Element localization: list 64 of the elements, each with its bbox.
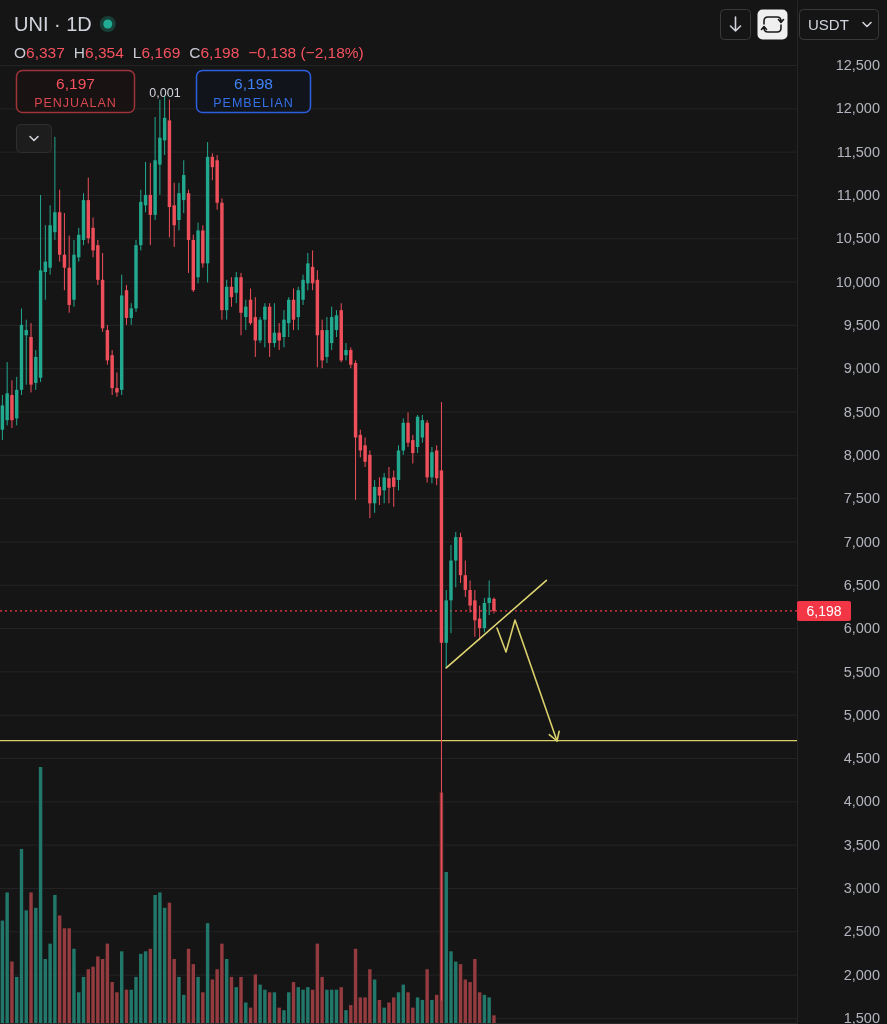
y-tick-label: 11,000 bbox=[836, 187, 880, 204]
y-tick-label: 12,500 bbox=[835, 57, 880, 74]
annotation: −0,138 (−2,18%) bbox=[248, 44, 364, 61]
bar bbox=[239, 976, 243, 1023]
bar bbox=[430, 999, 434, 1023]
y-tick-label: 6,000 bbox=[843, 620, 880, 637]
y-tick-label: 7,500 bbox=[843, 490, 880, 507]
candlestick bbox=[344, 342, 348, 361]
bar bbox=[277, 1007, 281, 1023]
annotation: PENJUALAN bbox=[34, 95, 117, 110]
candlestick bbox=[258, 316, 262, 344]
y-tick-label: 2,000 bbox=[843, 966, 880, 983]
annotation: 0,001 bbox=[149, 86, 181, 100]
bar bbox=[201, 992, 205, 1023]
y-tick-label: 3,000 bbox=[843, 880, 880, 897]
bar bbox=[344, 1010, 348, 1023]
y-tick-label: 10,000 bbox=[835, 273, 880, 290]
candlestick bbox=[382, 472, 386, 504]
bar bbox=[177, 976, 181, 1023]
candlestick bbox=[277, 322, 281, 351]
text: USDT bbox=[808, 16, 849, 33]
candlestick bbox=[387, 466, 391, 504]
y-tick-label: 5,000 bbox=[843, 706, 880, 723]
text: UNI · 1D bbox=[14, 13, 92, 35]
y-tick-label: 8,000 bbox=[843, 446, 880, 463]
bar bbox=[29, 892, 33, 1023]
candlestick bbox=[377, 476, 382, 506]
y-tick-label: 6,500 bbox=[843, 576, 880, 593]
annotation: PEMBELIAN bbox=[213, 95, 294, 110]
annotation: L6,169 bbox=[132, 44, 181, 61]
y-tick-label: 7,000 bbox=[843, 533, 880, 550]
bar bbox=[492, 1015, 496, 1023]
y-tick-label: 10,500 bbox=[835, 230, 880, 247]
y-tick-label: 3,500 bbox=[843, 836, 880, 853]
bar bbox=[325, 989, 329, 1023]
y-tick-label: 5,500 bbox=[843, 663, 880, 680]
y-tick-label: 9,000 bbox=[843, 360, 880, 377]
candlestick bbox=[115, 372, 119, 398]
bar bbox=[487, 997, 491, 1023]
y-tick-label: 4,000 bbox=[843, 793, 880, 810]
y-tick-label: 11,500 bbox=[836, 143, 880, 160]
annotation: 6,197 bbox=[56, 75, 95, 92]
y-tick-label: 12,000 bbox=[835, 100, 880, 117]
ref-line-label: 6,198 bbox=[806, 602, 842, 619]
candlestick bbox=[487, 579, 491, 616]
bar bbox=[10, 961, 14, 1023]
annotation: O6,337 bbox=[14, 44, 65, 61]
candlestick bbox=[129, 302, 133, 326]
annotation: C6,198 bbox=[189, 44, 240, 61]
bar bbox=[67, 928, 71, 1023]
y-tick-label: 4,500 bbox=[843, 750, 880, 767]
y-tick-label: 9,500 bbox=[843, 317, 880, 334]
bar bbox=[425, 969, 429, 1023]
bar bbox=[196, 976, 200, 1023]
annotation: 6,198 bbox=[234, 75, 273, 92]
bar bbox=[72, 948, 76, 1023]
bar bbox=[382, 1007, 386, 1023]
y-tick-label: 1,500 bbox=[843, 1010, 880, 1024]
bar bbox=[5, 892, 9, 1023]
candlestick bbox=[454, 531, 458, 588]
y-tick-label: 2,500 bbox=[843, 923, 880, 940]
y-tick-label: 8,500 bbox=[843, 403, 880, 420]
candlestick bbox=[263, 302, 267, 348]
annotation: H6,354 bbox=[73, 44, 125, 61]
